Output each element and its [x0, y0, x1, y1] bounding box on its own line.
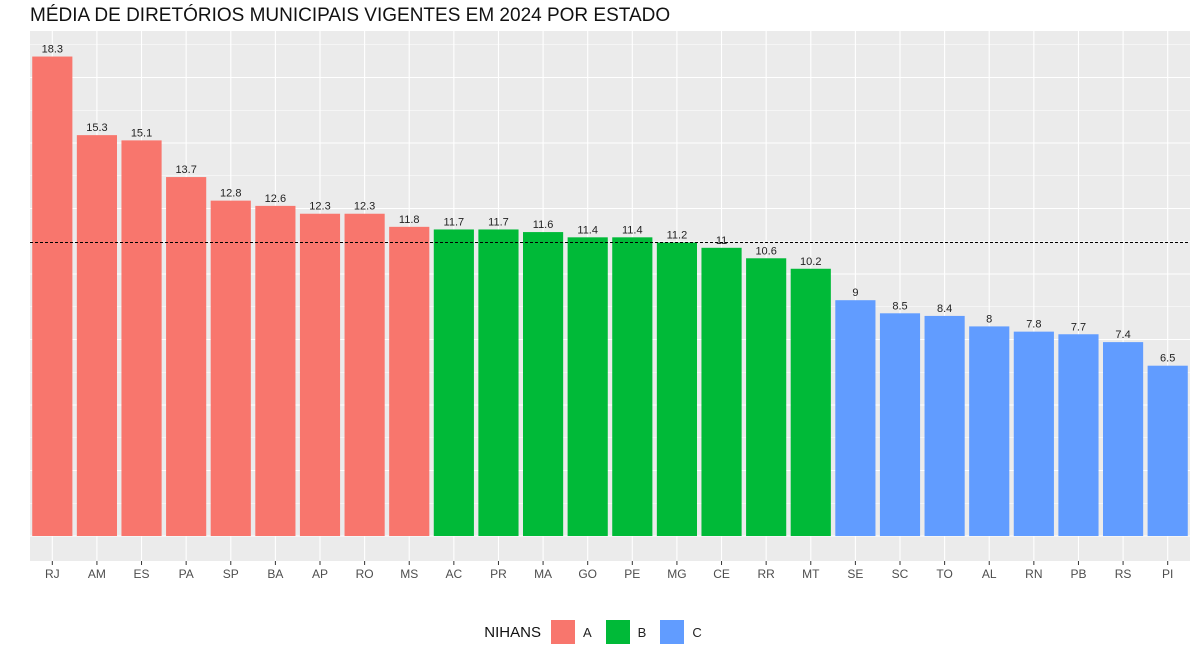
legend-label: B: [637, 624, 647, 640]
x-tick-label: PE: [624, 567, 640, 581]
value-label: 11.7: [444, 216, 465, 228]
bar-rj: [32, 56, 73, 536]
x-tick-label: PB: [1070, 567, 1086, 581]
value-label: 11.6: [533, 219, 554, 231]
chart-title: MÉDIA DE DIRETÓRIOS MUNICIPAIS VIGENTES …: [30, 5, 671, 26]
value-label: 12.6: [265, 193, 286, 205]
bar-rs: [1103, 342, 1144, 536]
x-tick-label: CE: [713, 567, 730, 581]
value-label: 15.1: [131, 127, 152, 139]
value-label: 7.4: [1115, 329, 1130, 341]
bar-go: [567, 237, 608, 536]
bar-ap: [299, 213, 341, 537]
value-label: 12.3: [309, 201, 330, 213]
bar-ba: [255, 205, 296, 536]
value-label: 10.2: [800, 256, 821, 268]
bar-pi: [1147, 365, 1188, 536]
x-tick-label: TO: [936, 567, 952, 581]
x-tick-label: SC: [892, 567, 909, 581]
bar-pb: [1058, 334, 1099, 536]
bar-ce: [701, 247, 742, 537]
value-label: 11.8: [399, 214, 420, 226]
bar-sc: [879, 313, 921, 536]
legend-key: [660, 620, 685, 644]
legend-key: [550, 620, 575, 644]
value-label: 9: [852, 287, 858, 299]
x-tick-label: ES: [134, 567, 150, 581]
x-tick-label: GO: [578, 567, 597, 581]
bar-sp: [210, 200, 251, 536]
value-label: 11.7: [488, 216, 509, 228]
x-tick-label: AC: [446, 567, 463, 581]
bar-rn: [1013, 331, 1054, 536]
value-label: 15.3: [86, 122, 107, 134]
bar-ro: [344, 213, 385, 537]
x-tick-label: MS: [400, 567, 418, 581]
x-tick-label: AL: [982, 567, 997, 581]
value-label: 11.4: [577, 224, 598, 236]
x-tick-label: RN: [1025, 567, 1042, 581]
value-label: 8.5: [892, 300, 907, 312]
legend-label: A: [582, 624, 592, 640]
legend-key: [605, 620, 630, 644]
bar-al: [969, 326, 1010, 536]
bar-se: [835, 300, 876, 536]
value-label: 6.5: [1160, 353, 1175, 365]
value-label: 10.6: [755, 245, 776, 257]
value-label: 12.3: [354, 201, 375, 213]
x-tick-label: RO: [356, 567, 374, 581]
value-label: 8.4: [937, 303, 952, 315]
x-tick-label: AM: [88, 567, 106, 581]
bar-mg: [656, 242, 697, 536]
value-label: 18.3: [42, 44, 63, 56]
value-label: 12.8: [220, 188, 241, 200]
bar-ma: [523, 232, 564, 536]
legend-items: A B C: [550, 620, 716, 644]
x-tick-label: RJ: [45, 567, 60, 581]
value-label: 7.7: [1071, 321, 1086, 333]
x-tick-label: MA: [534, 567, 552, 581]
bar-to: [924, 315, 965, 536]
legend-title: NIHANS: [484, 623, 541, 641]
bar-pa: [166, 177, 207, 536]
x-tick-label: MT: [802, 567, 820, 581]
bar-rr: [746, 258, 787, 536]
x-tick-label: PA: [179, 567, 194, 581]
value-label: 8: [986, 313, 992, 325]
bar-am: [76, 135, 117, 536]
value-label: 13.7: [175, 164, 196, 176]
bar-pr: [478, 229, 519, 536]
x-tick-label: BA: [267, 567, 283, 581]
x-tick-label: MG: [667, 567, 686, 581]
x-tick-label: SP: [223, 567, 239, 581]
x-tick-label: PI: [1162, 567, 1173, 581]
bar-pe: [612, 237, 653, 536]
legend-item-b: B: [605, 620, 647, 644]
x-tick-label: RR: [757, 567, 775, 581]
legend: NIHANS A B C: [0, 620, 1200, 644]
value-label: 7.8: [1026, 319, 1041, 331]
bar-chart: 18.3 RJ 15.3 AM 15.1 ES 13.7 PA 12.8 SP 12.6 BA 12.3…: [30, 31, 1190, 581]
legend-item-a: A: [550, 620, 592, 644]
value-label: 11: [716, 235, 727, 247]
value-label: 11.4: [622, 224, 643, 236]
bar-mt: [790, 268, 831, 536]
value-label: 11.2: [667, 230, 688, 242]
x-tick-label: SE: [847, 567, 863, 581]
bar-es: [121, 140, 162, 536]
x-tick-label: RS: [1115, 567, 1132, 581]
legend-label: C: [692, 624, 702, 640]
bar-ac: [433, 229, 474, 536]
x-tick-label: AP: [312, 567, 328, 581]
legend-item-c: C: [660, 620, 702, 644]
x-tick-label: PR: [490, 567, 507, 581]
bar-ms: [389, 226, 430, 536]
